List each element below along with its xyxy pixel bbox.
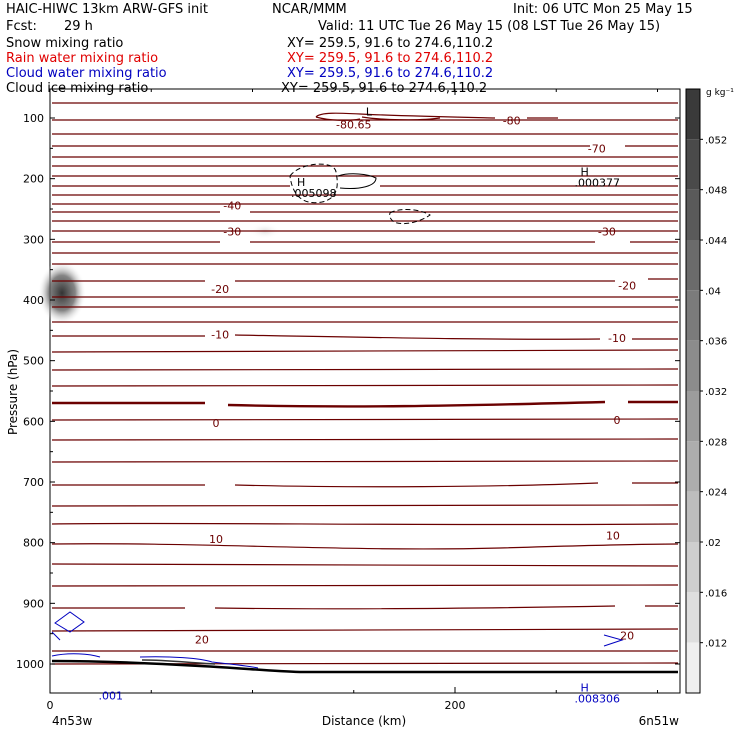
x-right-endpoint: 6n51w (639, 714, 680, 728)
colorbar-tick-label: .04 (705, 286, 721, 297)
colorbar-bin (686, 340, 700, 391)
snow-contours (289, 163, 431, 225)
y-tick-label: 700 (23, 476, 44, 489)
colorbar-bin (686, 441, 700, 492)
colorbar-tick-label: .02 (705, 538, 721, 549)
init-time: Init: 06 UTC Mon 25 May 15 (513, 2, 693, 17)
temperature-label: -20 (211, 283, 229, 296)
extremum-value: .008306 (575, 692, 621, 705)
colorbar-bin (686, 542, 700, 593)
y-tick-label: 100 (23, 112, 44, 125)
x-left-endpoint: 4n53w (52, 714, 93, 728)
colorbar-tick-label: .052 (705, 135, 727, 146)
temperature-label: 20 (620, 629, 634, 642)
y-tick-label: 400 (23, 294, 44, 307)
field-name-snow: Snow mixing ratio (6, 36, 124, 51)
temperature-label: -20 (618, 279, 636, 292)
y-tick-label: 1000 (16, 658, 44, 671)
colorbar-bin (686, 290, 700, 341)
model-title: HAIC-HIWC 13km ARW-GFS init (6, 2, 208, 17)
colorbar-bin (686, 240, 700, 291)
temperature-label: -80 (503, 114, 521, 127)
colorbar-tick-label: .016 (705, 588, 727, 599)
colorbar-tick-label: .036 (705, 337, 727, 348)
y-tick-label: 900 (23, 597, 44, 610)
colorbar: g kg⁻¹ .052 .048 .044 .04 .036 .032 .028 .024 .0… (685, 88, 734, 694)
field-name-cloud-water: Cloud water mixing ratio (6, 66, 167, 81)
field-xy-rain: XY= 259.5, 91.6 to 274.6,110.2 (287, 51, 494, 66)
cloud-water-label: .001 (99, 689, 124, 702)
temperature-label: -10 (211, 329, 229, 342)
temperature-label: 10 (606, 529, 620, 542)
y-tick-label: 600 (23, 415, 44, 428)
temperature-label: -40 (223, 199, 241, 212)
x-tick-label: 200 (445, 699, 466, 712)
colorbar-tick-label: .032 (705, 387, 727, 398)
extremum-value: .000377 (575, 177, 621, 190)
field-name-rain: Rain water mixing ratio (6, 51, 159, 66)
field-xy-cloud-water: XY= 259.5, 91.6 to 274.6,110.2 (287, 66, 494, 81)
temperature-label: -80.65 (336, 119, 371, 132)
extremum-value: .005098 (291, 187, 337, 200)
fcst-label: Fcst: (6, 19, 37, 34)
colorbar-tick-label: .024 (705, 488, 727, 499)
temperature-label: 10 (209, 533, 223, 546)
temperature-label: -10 (608, 332, 626, 345)
colorbar-bin (686, 189, 700, 240)
center-title: NCAR/MMM (272, 2, 347, 17)
colorbar-tick-label: .012 (705, 639, 727, 650)
x-axis-label: Distance (km) (322, 714, 406, 728)
colorbar-unit: g kg⁻¹ (706, 88, 734, 98)
y-tick-label: 300 (23, 233, 44, 246)
extremum-mark: H (581, 166, 589, 179)
temperature-label: -30 (223, 225, 241, 238)
valid-time: Valid: 11 UTC Tue 26 May 15 (08 LST Tue … (318, 19, 661, 34)
colorbar-bin (686, 592, 700, 643)
extremum-mark: H (581, 681, 589, 694)
y-axis-label: Pressure (hPa) (6, 349, 20, 435)
temperature-label: -70 (588, 142, 606, 155)
temperature-label: 20 (195, 634, 209, 647)
temperature-label: 0 (614, 414, 621, 427)
extremum-mark: L (366, 106, 373, 119)
colorbar-tick-label: .028 (705, 437, 727, 448)
colorbar-bin (686, 139, 700, 190)
extremum-mark: H (297, 176, 305, 189)
temperature-contours (51, 102, 679, 665)
contour-labels: -80.65 -80 -70 -40 -30 -30 -20 -20 -10 -10 0 0 10 10 2… (99, 106, 637, 706)
y-tick-label: 500 (23, 355, 44, 368)
x-axis: 0 200 (47, 89, 658, 712)
y-tick-label: 800 (23, 537, 44, 550)
field-xy-snow: XY= 259.5, 91.6 to 274.6,110.2 (287, 36, 494, 51)
colorbar-bin (686, 391, 700, 442)
temperature-label: -30 (598, 225, 616, 238)
colorbar-bin (686, 642, 700, 693)
cloud-water-contours (51, 611, 624, 669)
x-tick-label: 0 (47, 699, 54, 712)
colorbar-bin (686, 491, 700, 542)
snow-shading (38, 261, 86, 325)
colorbar-tick-label: .044 (705, 236, 727, 247)
fcst-value: 29 h (64, 19, 93, 34)
terrain-line (51, 659, 678, 674)
temperature-label: 0 (213, 417, 220, 430)
y-tick-label: 200 (23, 173, 44, 186)
colorbar-tick-label: .048 (705, 186, 727, 197)
colorbar-bin (686, 89, 700, 140)
